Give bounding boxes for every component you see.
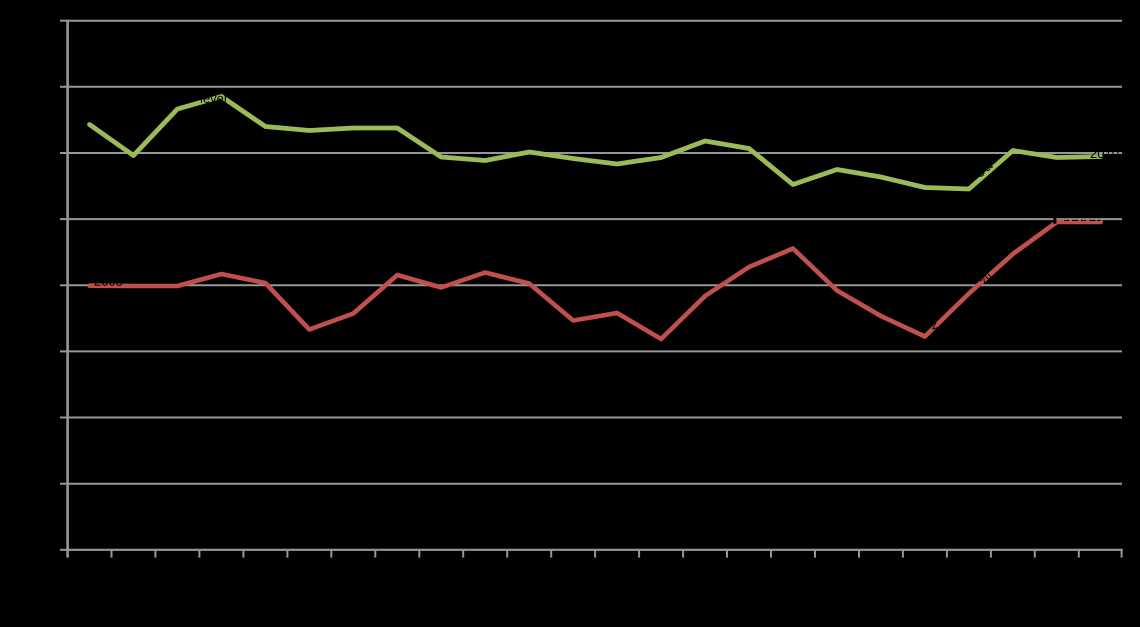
svg-text:level: level [200, 91, 227, 106]
svg-text:2: 2 [928, 316, 940, 333]
svg-text:2010: 2010 [1090, 146, 1119, 161]
svg-text:2005: 2005 [94, 274, 123, 289]
